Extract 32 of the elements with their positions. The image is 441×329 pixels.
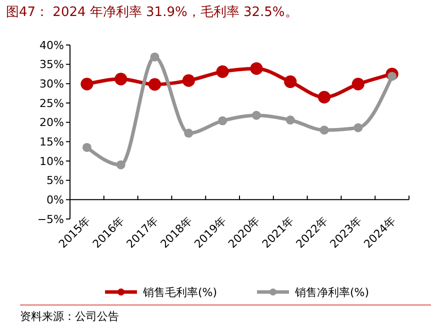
point xyxy=(148,78,162,91)
point xyxy=(354,123,363,132)
y-tick-label: 40% xyxy=(40,38,64,52)
point xyxy=(150,52,160,62)
point xyxy=(320,126,329,135)
point xyxy=(218,116,228,126)
y-tick-label: −5% xyxy=(37,212,64,226)
point xyxy=(284,75,297,88)
point xyxy=(318,90,331,104)
y-tick-label: 10% xyxy=(40,154,64,168)
y-tick-label: 30% xyxy=(40,78,64,91)
point xyxy=(216,65,229,78)
point xyxy=(252,110,261,120)
point xyxy=(352,78,364,90)
y-tick-label: 25% xyxy=(40,96,64,110)
chart-title: 图47： 2024 年净利率 31.9%，毛利率 32.5%。 xyxy=(6,4,298,20)
y-tick-label: 15% xyxy=(40,136,64,149)
y-tick-label: 5% xyxy=(46,174,64,188)
point xyxy=(182,74,195,87)
point xyxy=(82,142,92,152)
legend-label: 销售毛利率(%) xyxy=(142,286,218,299)
point xyxy=(116,160,126,170)
point xyxy=(286,116,295,125)
y-tick-label: 35% xyxy=(40,58,64,72)
legend-label: 销售净利率(%) xyxy=(294,286,370,299)
text: 资料来源：公司公告 xyxy=(20,310,119,323)
point xyxy=(114,72,128,86)
y-tick-label: 0% xyxy=(46,194,64,207)
point xyxy=(250,62,263,75)
point xyxy=(184,128,194,138)
y-tick-label: 20% xyxy=(40,116,64,130)
point xyxy=(80,78,94,90)
